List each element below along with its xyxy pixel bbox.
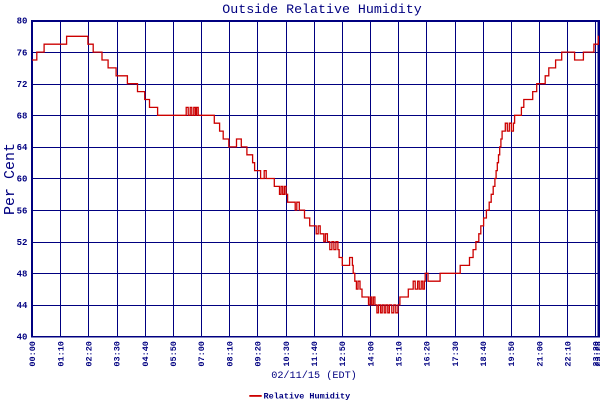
svg-text:22:10: 22:10 [564, 341, 574, 367]
svg-text:01:10: 01:10 [56, 341, 66, 367]
svg-text:80: 80 [17, 17, 28, 27]
svg-text:16:20: 16:20 [423, 341, 433, 367]
svg-text:18:40: 18:40 [479, 341, 489, 367]
svg-text:04:40: 04:40 [141, 341, 151, 367]
svg-text:05:50: 05:50 [169, 341, 179, 367]
svg-text:52: 52 [17, 238, 28, 248]
svg-text:17:30: 17:30 [451, 341, 461, 367]
svg-text:21:00: 21:00 [535, 341, 545, 367]
svg-text:00:00: 00:00 [28, 341, 38, 367]
svg-text:23:28: 23:28 [594, 341, 600, 367]
svg-text:03:30: 03:30 [113, 341, 123, 367]
svg-text:12:50: 12:50 [338, 341, 348, 367]
svg-text:15:10: 15:10 [395, 341, 405, 367]
svg-text:02:20: 02:20 [85, 341, 95, 367]
svg-text:09:20: 09:20 [254, 341, 264, 367]
svg-text:48: 48 [17, 270, 28, 280]
svg-text:44: 44 [17, 301, 28, 311]
svg-text:72: 72 [17, 80, 28, 90]
svg-text:Outside Relative Humidity: Outside Relative Humidity [222, 2, 422, 17]
svg-text:19:50: 19:50 [507, 341, 517, 367]
svg-text:02/11/15 (EDT): 02/11/15 (EDT) [271, 370, 357, 382]
svg-text:68: 68 [17, 112, 28, 122]
svg-text:60: 60 [17, 175, 28, 185]
svg-text:11:40: 11:40 [310, 341, 320, 367]
svg-text:64: 64 [17, 143, 28, 153]
svg-text:07:00: 07:00 [197, 341, 207, 367]
svg-text:76: 76 [17, 48, 28, 58]
svg-text:Relative Humidity: Relative Humidity [264, 391, 351, 400]
svg-text:10:30: 10:30 [282, 341, 292, 367]
svg-text:08:10: 08:10 [225, 341, 235, 367]
svg-text:14:00: 14:00 [366, 341, 376, 367]
svg-text:40: 40 [17, 333, 28, 343]
svg-text:56: 56 [17, 206, 28, 216]
